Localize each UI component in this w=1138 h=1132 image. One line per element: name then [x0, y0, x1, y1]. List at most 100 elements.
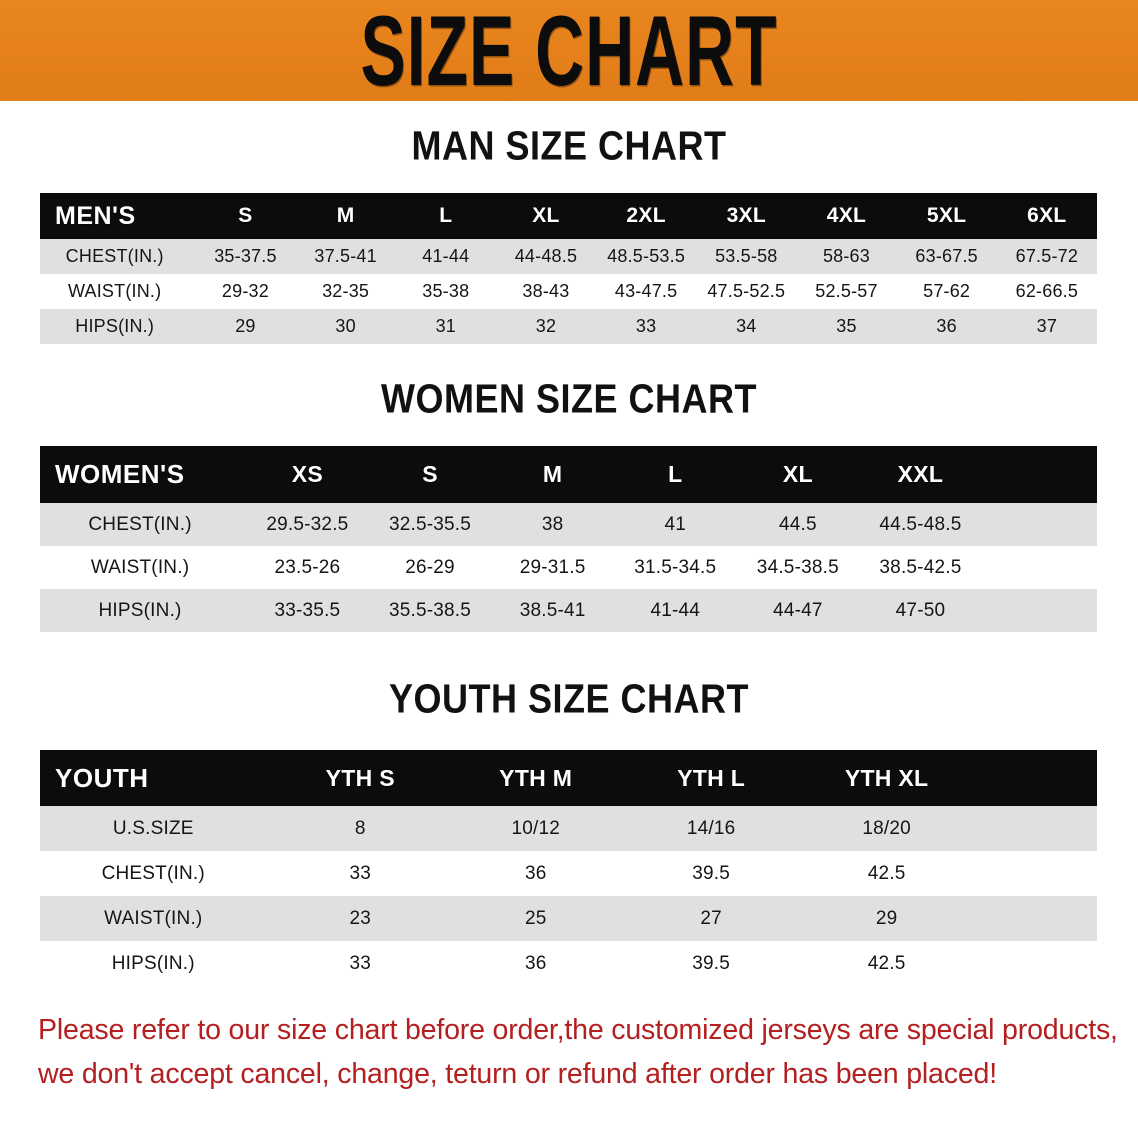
table-cell: 32-35: [322, 281, 370, 301]
table-cell: 35: [836, 316, 857, 336]
man-col-header-4xl: 4XL: [826, 204, 867, 227]
table-cell: 36: [524, 952, 547, 974]
table-cell: 34.5-38.5: [756, 556, 839, 578]
youth-row-label: CHEST(IN.): [101, 862, 205, 884]
table-row: HIPS(IN.) 29 30 31 32 33 34 35 36 37: [40, 309, 1097, 344]
table-cell: 39.5: [692, 952, 731, 974]
table-cell: 43-47.5: [614, 281, 678, 301]
women-header-spacer: [982, 446, 1097, 503]
table-cell: 33: [349, 952, 372, 974]
youth-header-spacer: [974, 750, 1097, 806]
table-cell: 31: [435, 316, 456, 336]
women-table-header-row: WOMEN'S XS S M L XL XXL: [40, 446, 1097, 503]
table-cell: 37: [1036, 316, 1058, 336]
page-banner: SIZE CHART: [0, 0, 1138, 101]
man-col-header-3xl: 3XL: [726, 204, 766, 227]
man-row-label: WAIST(IN.): [68, 281, 162, 301]
youth-row-label: WAIST(IN.): [104, 907, 203, 929]
man-size-table: MEN'S S M L XL 2XL 3XL 4XL 5XL 6XL CHEST(IN.) 35-…: [40, 193, 1097, 344]
table-cell: 44-47: [773, 599, 823, 621]
table-cell: 41: [664, 513, 687, 535]
table-cell: 29-32: [221, 281, 269, 301]
order-disclaimer: Please refer to our size chart before or…: [38, 1008, 1118, 1096]
women-col-header-l: L: [668, 461, 683, 487]
table-cell-spacer: [974, 896, 1097, 941]
table-cell: 30: [335, 316, 356, 336]
table-cell: 29-31.5: [519, 556, 586, 578]
table-cell: 38: [541, 513, 564, 535]
man-col-header-xl: XL: [532, 204, 560, 227]
table-row: WAIST(IN.) 29-32 32-35 35-38 38-43 43-47.5 47.…: [40, 274, 1097, 309]
youth-corner-label: YOUTH: [55, 762, 149, 793]
table-cell: 29: [235, 316, 256, 336]
man-col-header-2xl: 2XL: [626, 204, 666, 227]
table-cell: 32.5-35.5: [388, 513, 472, 535]
table-cell: 26-29: [405, 556, 455, 578]
disclaimer-line-2: we don't accept cancel, change, teturn o…: [38, 1058, 997, 1091]
man-col-header-5xl: 5XL: [926, 204, 967, 227]
table-cell: 23.5-26: [274, 556, 341, 578]
table-cell: 33-35.5: [274, 599, 341, 621]
section-title-youth: YOUTH SIZE CHART: [388, 675, 749, 722]
table-cell: 35-38: [422, 281, 470, 301]
women-col-header-xs: XS: [291, 461, 324, 487]
women-col-header-xxl: XXL: [897, 461, 944, 487]
table-row: U.S.SIZE 8 10/12 14/16 18/20: [40, 806, 1097, 851]
women-col-header-m: M: [542, 461, 563, 487]
table-cell: 8: [354, 817, 366, 839]
table-cell: 35-37.5: [214, 246, 277, 266]
table-cell: 33: [635, 316, 657, 336]
youth-size-table: YOUTH YTH S YTH M YTH L YTH XL U.S.SIZE 8 10/…: [40, 750, 1097, 986]
man-row-label: HIPS(IN.): [75, 316, 155, 336]
table-cell: 29: [875, 907, 898, 929]
table-cell: 35.5-38.5: [388, 599, 472, 621]
table-cell: 37.5-41: [314, 246, 377, 266]
table-cell: 53.5-58: [715, 246, 778, 266]
youth-row-label: HIPS(IN.): [111, 952, 195, 974]
table-cell: 48.5-53.5: [607, 246, 686, 266]
women-corner-label: WOMEN'S: [55, 459, 185, 489]
table-cell: 42.5: [867, 862, 906, 884]
table-cell-spacer: [974, 941, 1097, 986]
table-cell: 41-44: [422, 246, 470, 266]
youth-table-header-row: YOUTH YTH S YTH M YTH L YTH XL: [40, 750, 1097, 806]
table-cell: 44.5: [778, 513, 817, 535]
table-cell: 33: [349, 862, 372, 884]
table-cell: 67.5-72: [1015, 246, 1079, 266]
women-col-header-xl: XL: [782, 461, 813, 487]
table-cell: 34: [736, 316, 757, 336]
table-row: CHEST(IN.) 33 36 39.5 42.5: [40, 851, 1097, 896]
table-row: CHEST(IN.) 29.5-32.5 32.5-35.5 38 41 44.5 44.5…: [40, 503, 1097, 546]
table-cell: 27: [700, 907, 722, 929]
table-row: CHEST(IN.) 35-37.5 37.5-41 41-44 44-48.5 48.5…: [40, 239, 1097, 274]
youth-col-header-yth-xl: YTH XL: [844, 764, 929, 791]
table-cell: 44.5-48.5: [879, 513, 962, 535]
table-cell: 38-43: [522, 281, 570, 301]
page-title: SIZE CHART: [360, 0, 778, 106]
man-col-header-s: S: [238, 204, 253, 227]
women-row-label: HIPS(IN.): [98, 599, 182, 621]
table-cell: 14/16: [686, 817, 736, 839]
table-cell: 47.5-52.5: [707, 281, 786, 301]
man-col-header-m: M: [336, 204, 355, 227]
table-cell: 23: [349, 907, 372, 929]
youth-row-label: U.S.SIZE: [112, 817, 194, 839]
table-cell-spacer: [982, 503, 1097, 546]
women-row-label: CHEST(IN.): [88, 513, 192, 535]
women-size-table-wrapper: WOMEN'S XS S M L XL XXL CHEST(IN.) 29.5-32.5 32…: [40, 446, 1097, 632]
table-cell: 42.5: [867, 952, 906, 974]
table-row: WAIST(IN.) 23 25 27 29: [40, 896, 1097, 941]
women-size-table: WOMEN'S XS S M L XL XXL CHEST(IN.) 29.5-32.5 32…: [40, 446, 1097, 632]
table-cell: 18/20: [862, 817, 911, 839]
man-size-table-wrapper: MEN'S S M L XL 2XL 3XL 4XL 5XL 6XL CHEST(IN.) 35-…: [40, 193, 1097, 344]
table-row: HIPS(IN.) 33-35.5 35.5-38.5 38.5-41 41-44 44-…: [40, 589, 1097, 632]
women-row-label: WAIST(IN.): [90, 556, 190, 578]
disclaimer-line-1: Please refer to our size chart before or…: [38, 1014, 1118, 1046]
table-cell: 52.5-57: [815, 281, 878, 301]
table-cell-spacer: [974, 851, 1097, 896]
table-cell: 44-48.5: [514, 246, 578, 266]
table-cell: 36: [524, 862, 547, 884]
table-cell: 62-66.5: [1015, 281, 1079, 301]
table-cell: 31.5-34.5: [634, 556, 717, 578]
man-col-header-l: L: [439, 204, 453, 227]
